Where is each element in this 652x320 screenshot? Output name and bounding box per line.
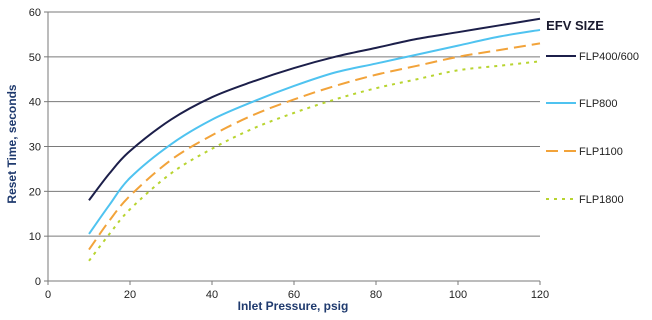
series-line-flp400-600 xyxy=(88,17,541,201)
legend-label-flp400-600: FLP400/600 xyxy=(579,51,639,63)
legend: EFV SIZE FLP400/600 FLP800 FLP1100 FLP1800 xyxy=(546,18,639,206)
y-axis-title: Reset Time, seconds xyxy=(5,84,19,203)
y-tick-label: 0 xyxy=(35,276,41,288)
y-tick-label: 20 xyxy=(29,186,41,198)
x-tick-labels: 0 20 40 60 80 100 120 xyxy=(45,289,549,301)
series-line-flp800 xyxy=(88,28,541,235)
x-tick-label: 100 xyxy=(449,289,467,301)
x-axis-title: Inlet Pressure, psig xyxy=(238,299,349,313)
y-tick-labels: 0 10 20 30 40 50 60 xyxy=(29,7,41,288)
x-tick-label: 80 xyxy=(370,289,382,301)
x-tick-label: 0 xyxy=(45,289,51,301)
y-tick-label: 50 xyxy=(29,52,41,64)
y-tick-label: 40 xyxy=(29,97,41,109)
series-lines xyxy=(88,17,541,262)
legend-label-flp1100: FLP1100 xyxy=(579,146,623,158)
y-tick-label: 60 xyxy=(29,7,41,19)
y-tick-label: 10 xyxy=(29,231,41,243)
series-line-flp1100 xyxy=(88,42,541,251)
axes xyxy=(44,11,541,285)
x-tick-label: 20 xyxy=(124,289,136,301)
legend-label-flp800: FLP800 xyxy=(579,98,618,110)
legend-title: EFV SIZE xyxy=(546,18,604,33)
y-tick-label: 30 xyxy=(29,142,41,154)
x-tick-label: 40 xyxy=(206,289,218,301)
x-tick-label: 60 xyxy=(288,289,300,301)
series-line-flp1800 xyxy=(88,60,541,262)
x-tick-label: 120 xyxy=(531,289,549,301)
legend-label-flp1800: FLP1800 xyxy=(579,194,624,206)
grid-lines xyxy=(48,11,540,237)
